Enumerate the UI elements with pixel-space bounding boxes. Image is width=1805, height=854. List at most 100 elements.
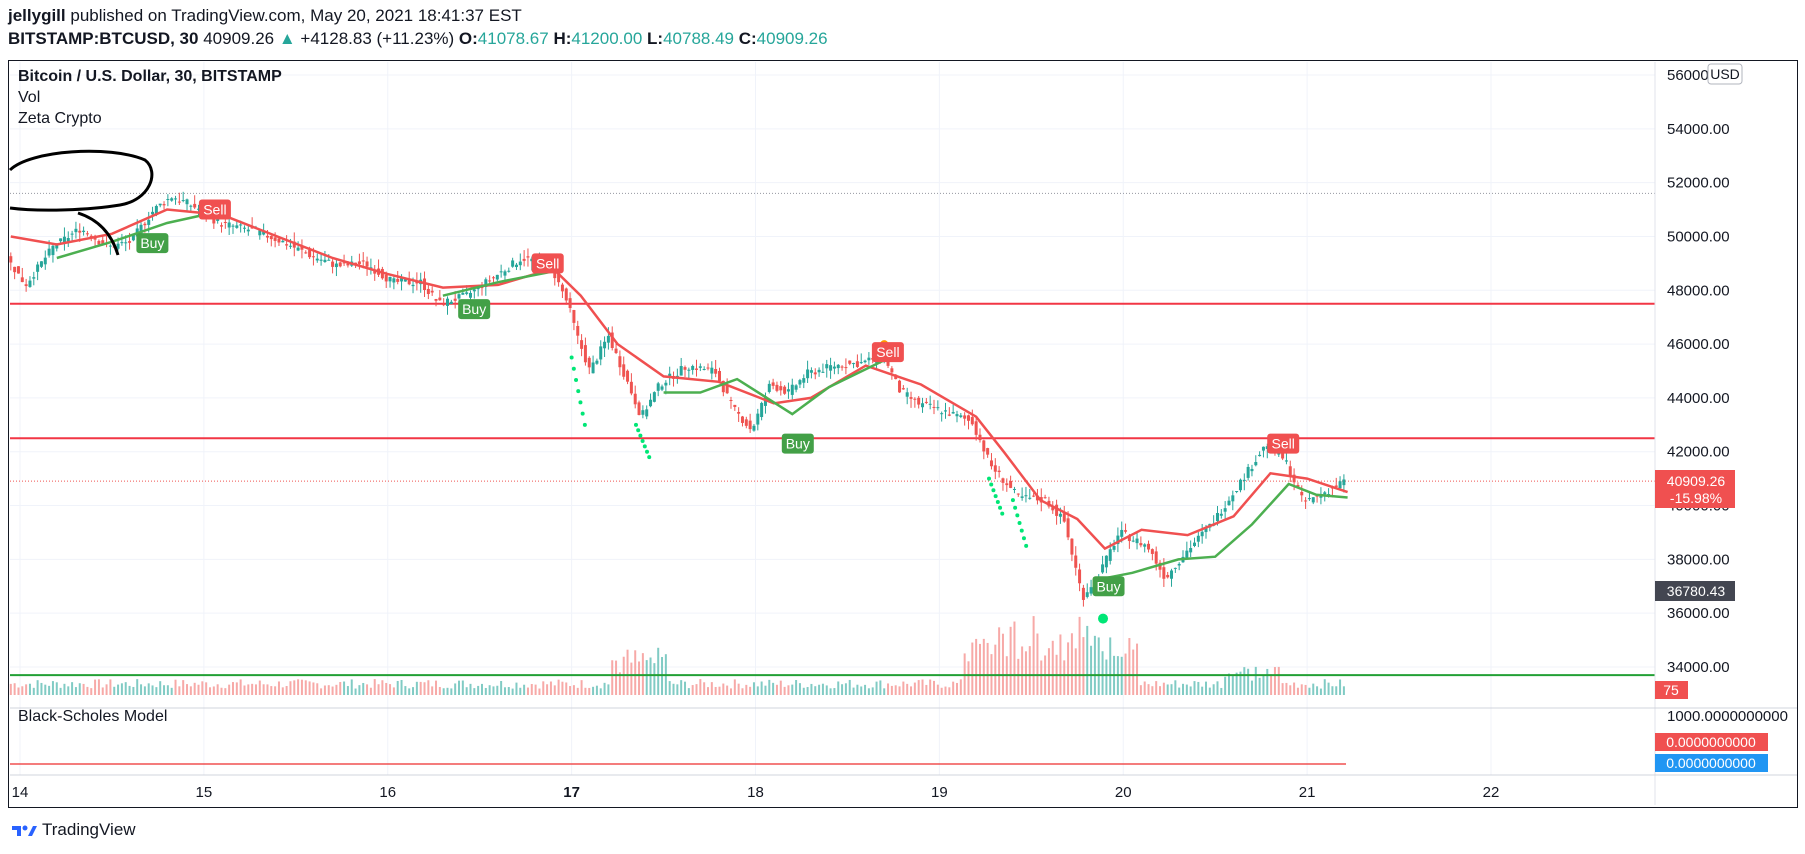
volume-bar	[967, 661, 970, 695]
volume-bar	[519, 687, 522, 695]
legend-vol[interactable]: Vol	[18, 89, 41, 106]
candle-body	[9, 256, 13, 263]
low-label: L:	[647, 29, 664, 48]
candle-body	[1150, 549, 1154, 554]
chart-frame[interactable]	[8, 60, 1798, 808]
signal-label-buy: Buy	[786, 436, 810, 452]
candle-body	[170, 198, 174, 201]
volume-bar	[189, 686, 192, 695]
signal-dot	[1019, 528, 1024, 533]
volume-bar	[764, 685, 767, 695]
volume-bar	[710, 682, 713, 695]
volume-bar	[147, 683, 150, 695]
legend-title[interactable]: Bitcoin / U.S. Dollar, 30, BITSTAMP	[18, 68, 282, 85]
volume-bar	[672, 683, 675, 695]
candle-body	[36, 264, 40, 272]
subpane-red-value: 0.0000000000	[1666, 734, 1756, 750]
volume-bar	[1193, 681, 1196, 695]
volume-bar	[565, 682, 568, 695]
volume-bar	[1024, 651, 1027, 695]
volume-bar	[396, 680, 399, 695]
candle-body	[281, 240, 285, 243]
candle-body	[434, 299, 438, 301]
volume-bar	[159, 681, 162, 695]
footer-brand[interactable]: TradingView	[10, 820, 136, 840]
candle-body	[917, 397, 921, 405]
candle-body	[51, 245, 55, 256]
candle-body	[951, 412, 955, 414]
volume-bar	[1063, 660, 1066, 695]
subpane-title[interactable]: Black-Scholes Model	[18, 708, 168, 725]
volume-bar	[515, 682, 518, 695]
candle-body	[1043, 497, 1047, 499]
legend-indicator[interactable]: Zeta Crypto	[18, 110, 102, 127]
candle-body	[484, 279, 488, 288]
candle-body	[1254, 461, 1258, 466]
candle-body	[606, 335, 610, 343]
candle-body	[499, 271, 503, 273]
volume-bar	[814, 686, 817, 695]
crosshair-price-tag	[1655, 581, 1735, 601]
candle-body	[1238, 479, 1242, 491]
volume-bar	[971, 642, 974, 695]
candle-body	[664, 382, 668, 386]
volume-bar	[1147, 684, 1150, 695]
volume-bar	[423, 682, 426, 695]
candle-body	[193, 203, 197, 208]
volume-bar	[1017, 658, 1020, 695]
volume-bar	[404, 686, 407, 695]
candle-body	[1032, 495, 1036, 497]
signal-dot	[1015, 513, 1020, 518]
volume-bar	[480, 683, 483, 695]
candle-body	[748, 420, 752, 430]
volume-bar	[1319, 688, 1322, 695]
volume-bar	[1239, 671, 1242, 695]
candle-body	[139, 224, 143, 236]
candle-body	[725, 385, 729, 394]
volume-bar	[1009, 626, 1012, 695]
candle-body	[622, 364, 626, 377]
signal-dot	[642, 444, 647, 449]
candle-body	[1196, 535, 1200, 542]
volume-bar	[657, 647, 660, 695]
candle-body	[806, 369, 810, 379]
candle-body	[1223, 508, 1227, 512]
volume-bar	[649, 657, 652, 695]
volume-bar	[224, 688, 227, 695]
candle-body	[1012, 488, 1016, 490]
volume-bar	[1051, 640, 1054, 695]
candle-body	[744, 419, 748, 426]
candle-body	[1131, 540, 1135, 542]
currency-badge[interactable]	[1707, 63, 1743, 85]
volume-bar	[17, 687, 20, 695]
candle-body	[855, 361, 859, 367]
candle-body	[1292, 474, 1296, 483]
volume-bar	[546, 684, 549, 695]
candle-body	[679, 366, 683, 376]
volume-bar	[350, 679, 353, 695]
candle-body	[595, 360, 599, 364]
volume-bar	[1266, 668, 1269, 695]
volume-bar	[879, 680, 882, 695]
candle-body	[242, 227, 246, 229]
volume-bar	[584, 687, 587, 695]
horizontal-levels	[10, 302, 1655, 677]
candle-body	[1024, 495, 1028, 497]
candle-body	[756, 413, 760, 425]
time-tick: 17	[563, 784, 580, 801]
candle-body	[1139, 543, 1143, 546]
volume-bar	[143, 686, 146, 695]
high-label: H:	[553, 29, 572, 48]
candle-body	[740, 416, 744, 423]
candle-body	[603, 341, 607, 349]
signal-dot	[571, 366, 576, 371]
candle-body	[334, 263, 338, 268]
volume-bar	[1270, 674, 1273, 695]
author-name[interactable]: jellygill	[8, 6, 66, 25]
volume-bar	[1074, 648, 1077, 695]
signal-label-buy: Buy	[140, 235, 164, 251]
volume-bar	[1300, 684, 1303, 695]
volume-bar	[304, 680, 307, 695]
candle-body	[921, 403, 925, 408]
